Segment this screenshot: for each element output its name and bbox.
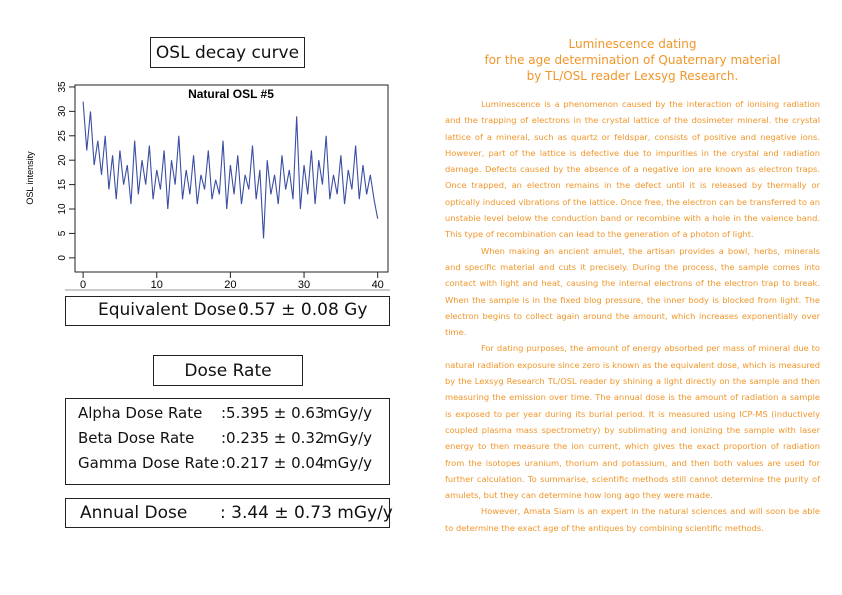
- article-paragraph: However, Amata Siam is an expert in the …: [445, 506, 820, 533]
- article-paragraph: Luminescence is a phenomenon caused by t…: [445, 99, 820, 240]
- equivalent-dose-value: 0.57 ± 0.08 Gy: [238, 300, 368, 320]
- y-tick-label: 30: [57, 105, 68, 117]
- annual-dose-label: Annual Dose: [80, 503, 188, 523]
- dose-rate-label: Beta Dose Rate: [78, 429, 195, 447]
- x-tick-label: 40: [372, 279, 384, 291]
- y-axis-label: OSL intensity: [25, 151, 35, 205]
- y-tick-label: 35: [57, 81, 68, 93]
- dose-rate-box: Alpha Dose Rate:5.395 ± 0.63 mGy/y Beta Do…: [65, 398, 390, 485]
- article-paragraph: For dating purposes, the amount of energ…: [445, 343, 820, 501]
- article-title-line: by TL/OSL reader Lexsyg Research.: [526, 69, 739, 83]
- article-title-line: Luminescence dating: [568, 37, 697, 51]
- x-tick-label: 0: [80, 279, 86, 291]
- annual-dose-value: : 3.44 ± 0.73 mGy/y: [220, 503, 393, 523]
- y-tick-label: 20: [57, 154, 68, 166]
- dose-rate-heading-box: Dose Rate: [153, 355, 303, 386]
- equivalent-dose-label: Equivalent Dose :: [98, 300, 248, 320]
- y-tick-label: 15: [57, 179, 68, 191]
- chart-heading: OSL decay curve: [155, 43, 300, 63]
- equivalent-dose-box: Equivalent Dose : 0.57 ± 0.08 Gy: [65, 296, 390, 326]
- dose-rate-heading: Dose Rate: [184, 361, 272, 381]
- chart-title: Natural OSL #5: [188, 87, 274, 101]
- dose-rate-value: :0.235 ± 0.32: [221, 429, 325, 447]
- chart-heading-box: OSL decay curve: [150, 37, 305, 68]
- dose-rate-unit: mGy/y: [323, 454, 373, 472]
- x-tick-label: 30: [298, 279, 310, 291]
- plot-frame: [74, 84, 389, 273]
- dose-rate-label: Gamma Dose Rate: [78, 454, 219, 472]
- dose-rate-value: :0.217 ± 0.04: [221, 454, 325, 472]
- y-tick-label: 25: [57, 130, 68, 142]
- dose-rate-value: :5.395 ± 0.63: [221, 404, 325, 422]
- dose-rate-label: Alpha Dose Rate: [78, 404, 203, 422]
- annual-dose-box: Annual Dose : 3.44 ± 0.73 mGy/y: [65, 498, 393, 528]
- article-title: Luminescence dating for the age determina…: [445, 36, 820, 84]
- y-tick-label: 0: [57, 255, 68, 261]
- dose-rate-unit: mGy/y: [323, 404, 373, 422]
- chart: Natural OSL #5 OSL intensity 0 5 10 15 20 25 3…: [25, 81, 390, 291]
- y-tick-label: 10: [57, 203, 68, 215]
- article-title-line: for the age determination of Quaternary …: [484, 53, 781, 67]
- article: Luminescence dating for the age determina…: [445, 36, 820, 536]
- y-tick-label: 5: [57, 230, 68, 236]
- osl-line: [82, 101, 379, 239]
- article-paragraph: When making an ancient amulet, the artis…: [445, 245, 820, 338]
- article-body: Luminescence is a phenomenon caused by t…: [445, 96, 820, 536]
- dose-rate-unit: mGy/y: [323, 429, 373, 447]
- x-tick-label: 10: [151, 279, 163, 291]
- x-tick-label: 20: [224, 279, 236, 291]
